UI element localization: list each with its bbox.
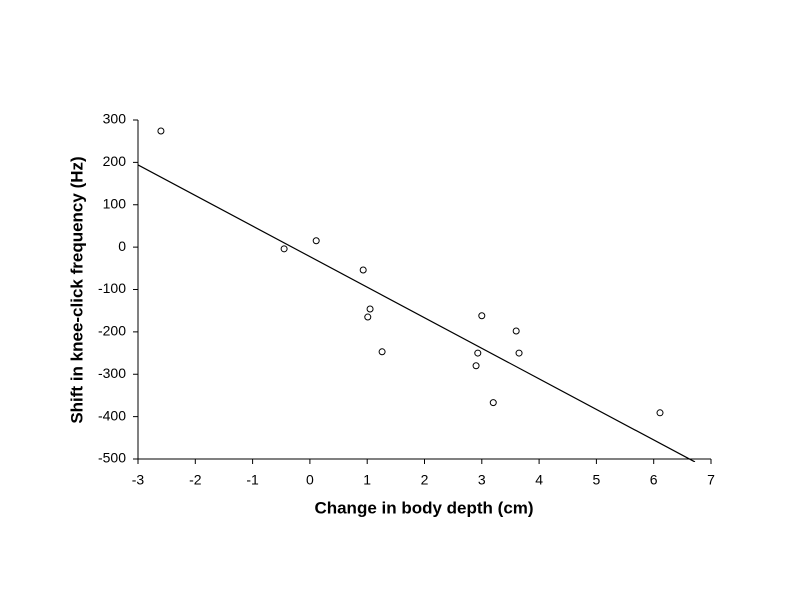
x-tick-label: 2	[421, 472, 429, 488]
data-point	[378, 348, 386, 356]
y-tick-label: 200	[103, 153, 127, 169]
y-tick-label: -100	[98, 280, 126, 296]
data-point	[359, 266, 367, 274]
x-axis-title: Change in body depth (cm)	[314, 498, 533, 517]
x-tick-label: 5	[593, 472, 601, 488]
x-tick-label: 7	[707, 472, 715, 488]
y-tick-label: 100	[103, 195, 127, 211]
y-tick-label: -300	[98, 365, 126, 381]
x-tick-label: -3	[132, 472, 145, 488]
x-tick-label: -2	[189, 472, 202, 488]
y-tick-label: -500	[98, 450, 126, 466]
data-point	[364, 313, 372, 321]
x-tick-label: 3	[478, 472, 486, 488]
x-tick-label: 1	[363, 472, 371, 488]
data-point	[280, 245, 288, 253]
y-tick-label: -200	[98, 323, 126, 339]
data-point	[656, 409, 664, 417]
data-point	[474, 349, 482, 357]
x-tick-label: 0	[306, 472, 314, 488]
y-tick-label: -400	[98, 407, 126, 423]
x-tick-label: -1	[246, 472, 259, 488]
y-tick-label: 300	[103, 111, 127, 127]
data-point	[472, 362, 480, 370]
data-point	[366, 305, 374, 313]
data-point	[512, 327, 520, 335]
data-point	[157, 127, 165, 135]
x-tick-label: 4	[535, 472, 543, 488]
y-tick-label: 0	[118, 238, 126, 254]
x-tick-label: 6	[650, 472, 658, 488]
data-point	[478, 312, 486, 320]
data-point	[489, 399, 497, 407]
data-point	[515, 349, 523, 357]
data-point	[312, 237, 320, 245]
trend-line	[138, 164, 696, 462]
y-axis-title: Shift in knee-click frequency (Hz)	[67, 156, 86, 423]
